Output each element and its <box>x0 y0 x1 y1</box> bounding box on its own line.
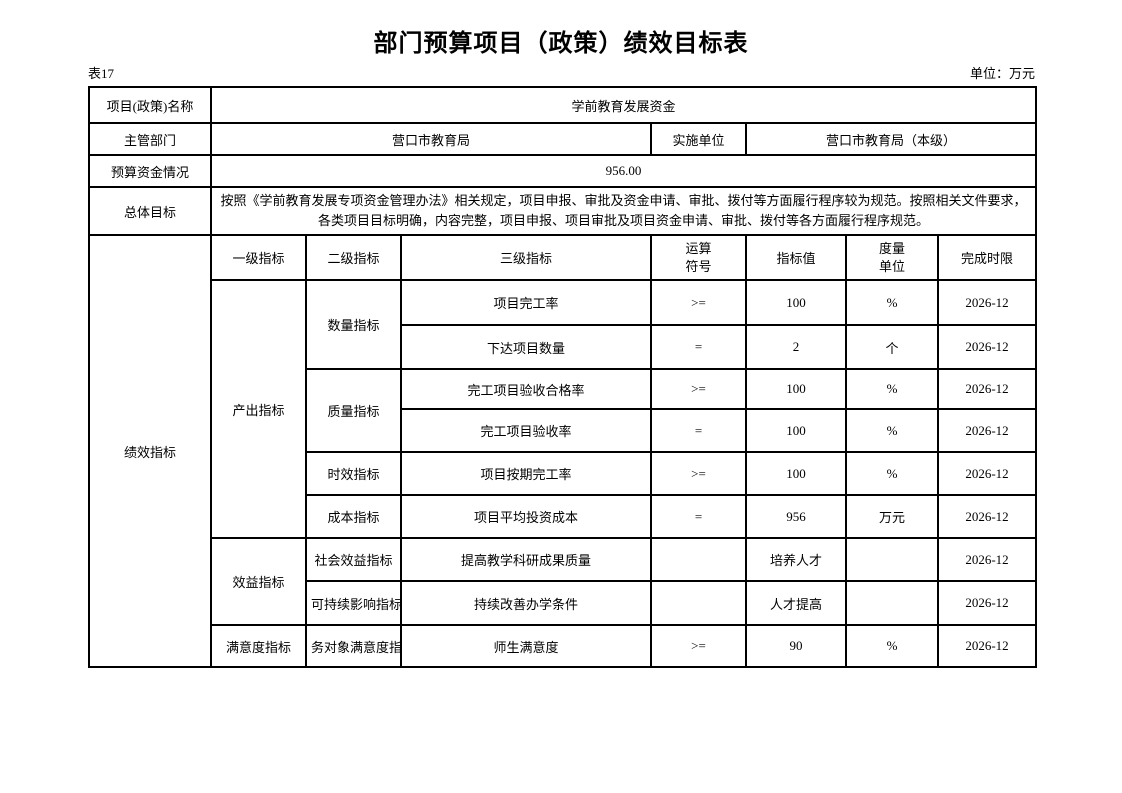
indicator-operator: >= <box>650 451 747 496</box>
indicator-name: 完工项目验收率 <box>400 408 652 453</box>
indicator-value: 人才提高 <box>745 580 847 626</box>
indicator-deadline: 2026-12 <box>936 279 1038 326</box>
dept-label: 主管部门 <box>88 122 212 156</box>
indicator-name: 下达项目数量 <box>400 324 652 370</box>
indicator-unit: 万元 <box>845 494 939 539</box>
indicator-value: 培养人才 <box>745 537 847 582</box>
indicator-deadline: 2026-12 <box>936 408 1038 453</box>
indicator-value: 2 <box>745 324 847 370</box>
header-level1: 一级指标 <box>210 234 307 281</box>
indicator-deadline: 2026-12 <box>936 368 1038 410</box>
indicator-name: 完工项目验收合格率 <box>400 368 652 410</box>
level2-cost: 成本指标 <box>305 494 402 539</box>
indicator-value: 956 <box>745 494 847 539</box>
table-meta: 表17 单位：万元 <box>88 66 1035 82</box>
header-operator: 运算 符号 <box>650 234 747 281</box>
indicator-row: 满意度指标 务对象满意度指 师生满意度 >= 90 % 2026-12 <box>89 624 1038 668</box>
indicator-deadline: 2026-12 <box>936 324 1038 370</box>
budget-value: 956.00 <box>209 154 1038 188</box>
goal-text: 按照《学前教育发展专项资金管理办法》相关规定，项目申报、审批及资金申请、审批、拨… <box>209 186 1038 236</box>
level2-quantity: 数量指标 <box>305 279 402 370</box>
indicator-row: 效益指标 社会效益指标 提高教学科研成果质量 培养人才 2026-12 <box>89 537 1038 626</box>
indicator-value: 100 <box>745 451 847 496</box>
indicator-deadline: 2026-12 <box>936 624 1038 668</box>
indicator-deadline: 2026-12 <box>936 537 1038 582</box>
indicator-row: 质量指标 完工项目验收合格率 >= 100 % 2026-12 <box>89 368 1038 453</box>
indicator-operator: = <box>650 408 747 453</box>
indicator-operator <box>650 580 747 626</box>
indicator-name: 项目完工率 <box>400 279 652 326</box>
row-overall-goal: 总体目标 按照《学前教育发展专项资金管理办法》相关规定，项目申报、审批及资金申请… <box>88 186 1038 236</box>
indicator-row: 完工项目验收率 = 100 % 2026-12 <box>89 408 1038 453</box>
header-unit: 度量 单位 <box>845 234 939 281</box>
indicator-unit <box>845 580 939 626</box>
impl-label: 实施单位 <box>650 122 747 156</box>
table-number: 表17 <box>88 66 115 81</box>
indicator-unit: % <box>845 368 939 410</box>
indicator-row: 产出指标 数量指标 项目完工率 >= 100 % 2026-12 <box>89 279 1038 539</box>
level2-timeliness: 时效指标 <box>305 451 402 496</box>
indicator-unit: 个 <box>845 324 939 370</box>
indicator-operator: >= <box>650 279 747 326</box>
level2-social-benefit: 社会效益指标 <box>305 537 402 582</box>
level1-output: 产出指标 <box>210 279 307 539</box>
row-project-name: 项目(政策)名称 学前教育发展资金 <box>88 86 1038 124</box>
indicator-operator: >= <box>650 368 747 410</box>
indicator-deadline: 2026-12 <box>936 494 1038 539</box>
level2-service-satisfaction: 务对象满意度指 <box>305 624 402 668</box>
indicator-row: 可持续影响指标 持续改善办学条件 人才提高 2026-12 <box>89 580 1038 626</box>
project-name-label: 项目(政策)名称 <box>88 86 212 124</box>
indicator-operator: = <box>650 324 747 370</box>
indicator-operator <box>650 537 747 582</box>
indicator-value: 100 <box>745 408 847 453</box>
level1-benefit: 效益指标 <box>210 537 307 626</box>
indicator-unit: % <box>845 408 939 453</box>
indicator-deadline: 2026-12 <box>936 451 1038 496</box>
indicator-unit <box>845 537 939 582</box>
page-title: 部门预算项目（政策）绩效目标表 <box>373 29 749 57</box>
dept-value: 营口市教育局 <box>210 122 652 156</box>
level2-sustainability: 可持续影响指标 <box>305 580 402 626</box>
level2-quality: 质量指标 <box>305 368 402 453</box>
unit-note: 单位：万元 <box>969 66 1035 81</box>
row-budget: 预算资金情况 956.00 <box>88 154 1038 188</box>
header-value: 指标值 <box>745 234 847 281</box>
indicator-deadline: 2026-12 <box>936 580 1038 626</box>
indicator-name: 项目平均投资成本 <box>400 494 652 539</box>
indicator-name: 师生满意度 <box>400 624 652 668</box>
row-department: 主管部门 营口市教育局 实施单位 营口市教育局（本级） <box>88 122 1038 156</box>
indicator-unit: % <box>845 279 939 326</box>
indicator-operator: = <box>650 494 747 539</box>
indicator-unit: % <box>845 451 939 496</box>
indicator-operator: >= <box>650 624 747 668</box>
indicator-value: 90 <box>745 624 847 668</box>
performance-target-table: 项目(政策)名称 学前教育发展资金 主管部门 营口市教育局 实施单位 营口市教育… <box>88 86 1038 668</box>
header-deadline: 完成时限 <box>936 234 1038 281</box>
project-name-value: 学前教育发展资金 <box>209 86 1038 124</box>
indicator-row: 下达项目数量 = 2 个 2026-12 <box>89 324 1038 370</box>
goal-label: 总体目标 <box>88 186 212 236</box>
budget-label: 预算资金情况 <box>88 154 212 188</box>
indicator-row: 成本指标 项目平均投资成本 = 956 万元 2026-12 <box>89 494 1038 539</box>
impl-value: 营口市教育局（本级） <box>744 122 1038 156</box>
header-level2: 二级指标 <box>305 234 402 281</box>
perf-section-label: 绩效指标 <box>88 234 212 668</box>
indicator-value: 100 <box>745 368 847 410</box>
indicator-name: 提高教学科研成果质量 <box>400 537 652 582</box>
indicator-name: 项目按期完工率 <box>400 451 652 496</box>
indicator-value: 100 <box>745 279 847 326</box>
indicator-name: 持续改善办学条件 <box>400 580 652 626</box>
level1-satisfaction: 满意度指标 <box>210 624 307 668</box>
indicator-row: 时效指标 项目按期完工率 >= 100 % 2026-12 <box>89 451 1038 496</box>
indicator-header-row: 绩效指标 一级指标 二级指标 三级指标 运算 符号 指标值 度量 单位 完成时限 <box>88 234 1038 668</box>
header-level3: 三级指标 <box>400 234 652 281</box>
indicator-unit: % <box>845 624 939 668</box>
